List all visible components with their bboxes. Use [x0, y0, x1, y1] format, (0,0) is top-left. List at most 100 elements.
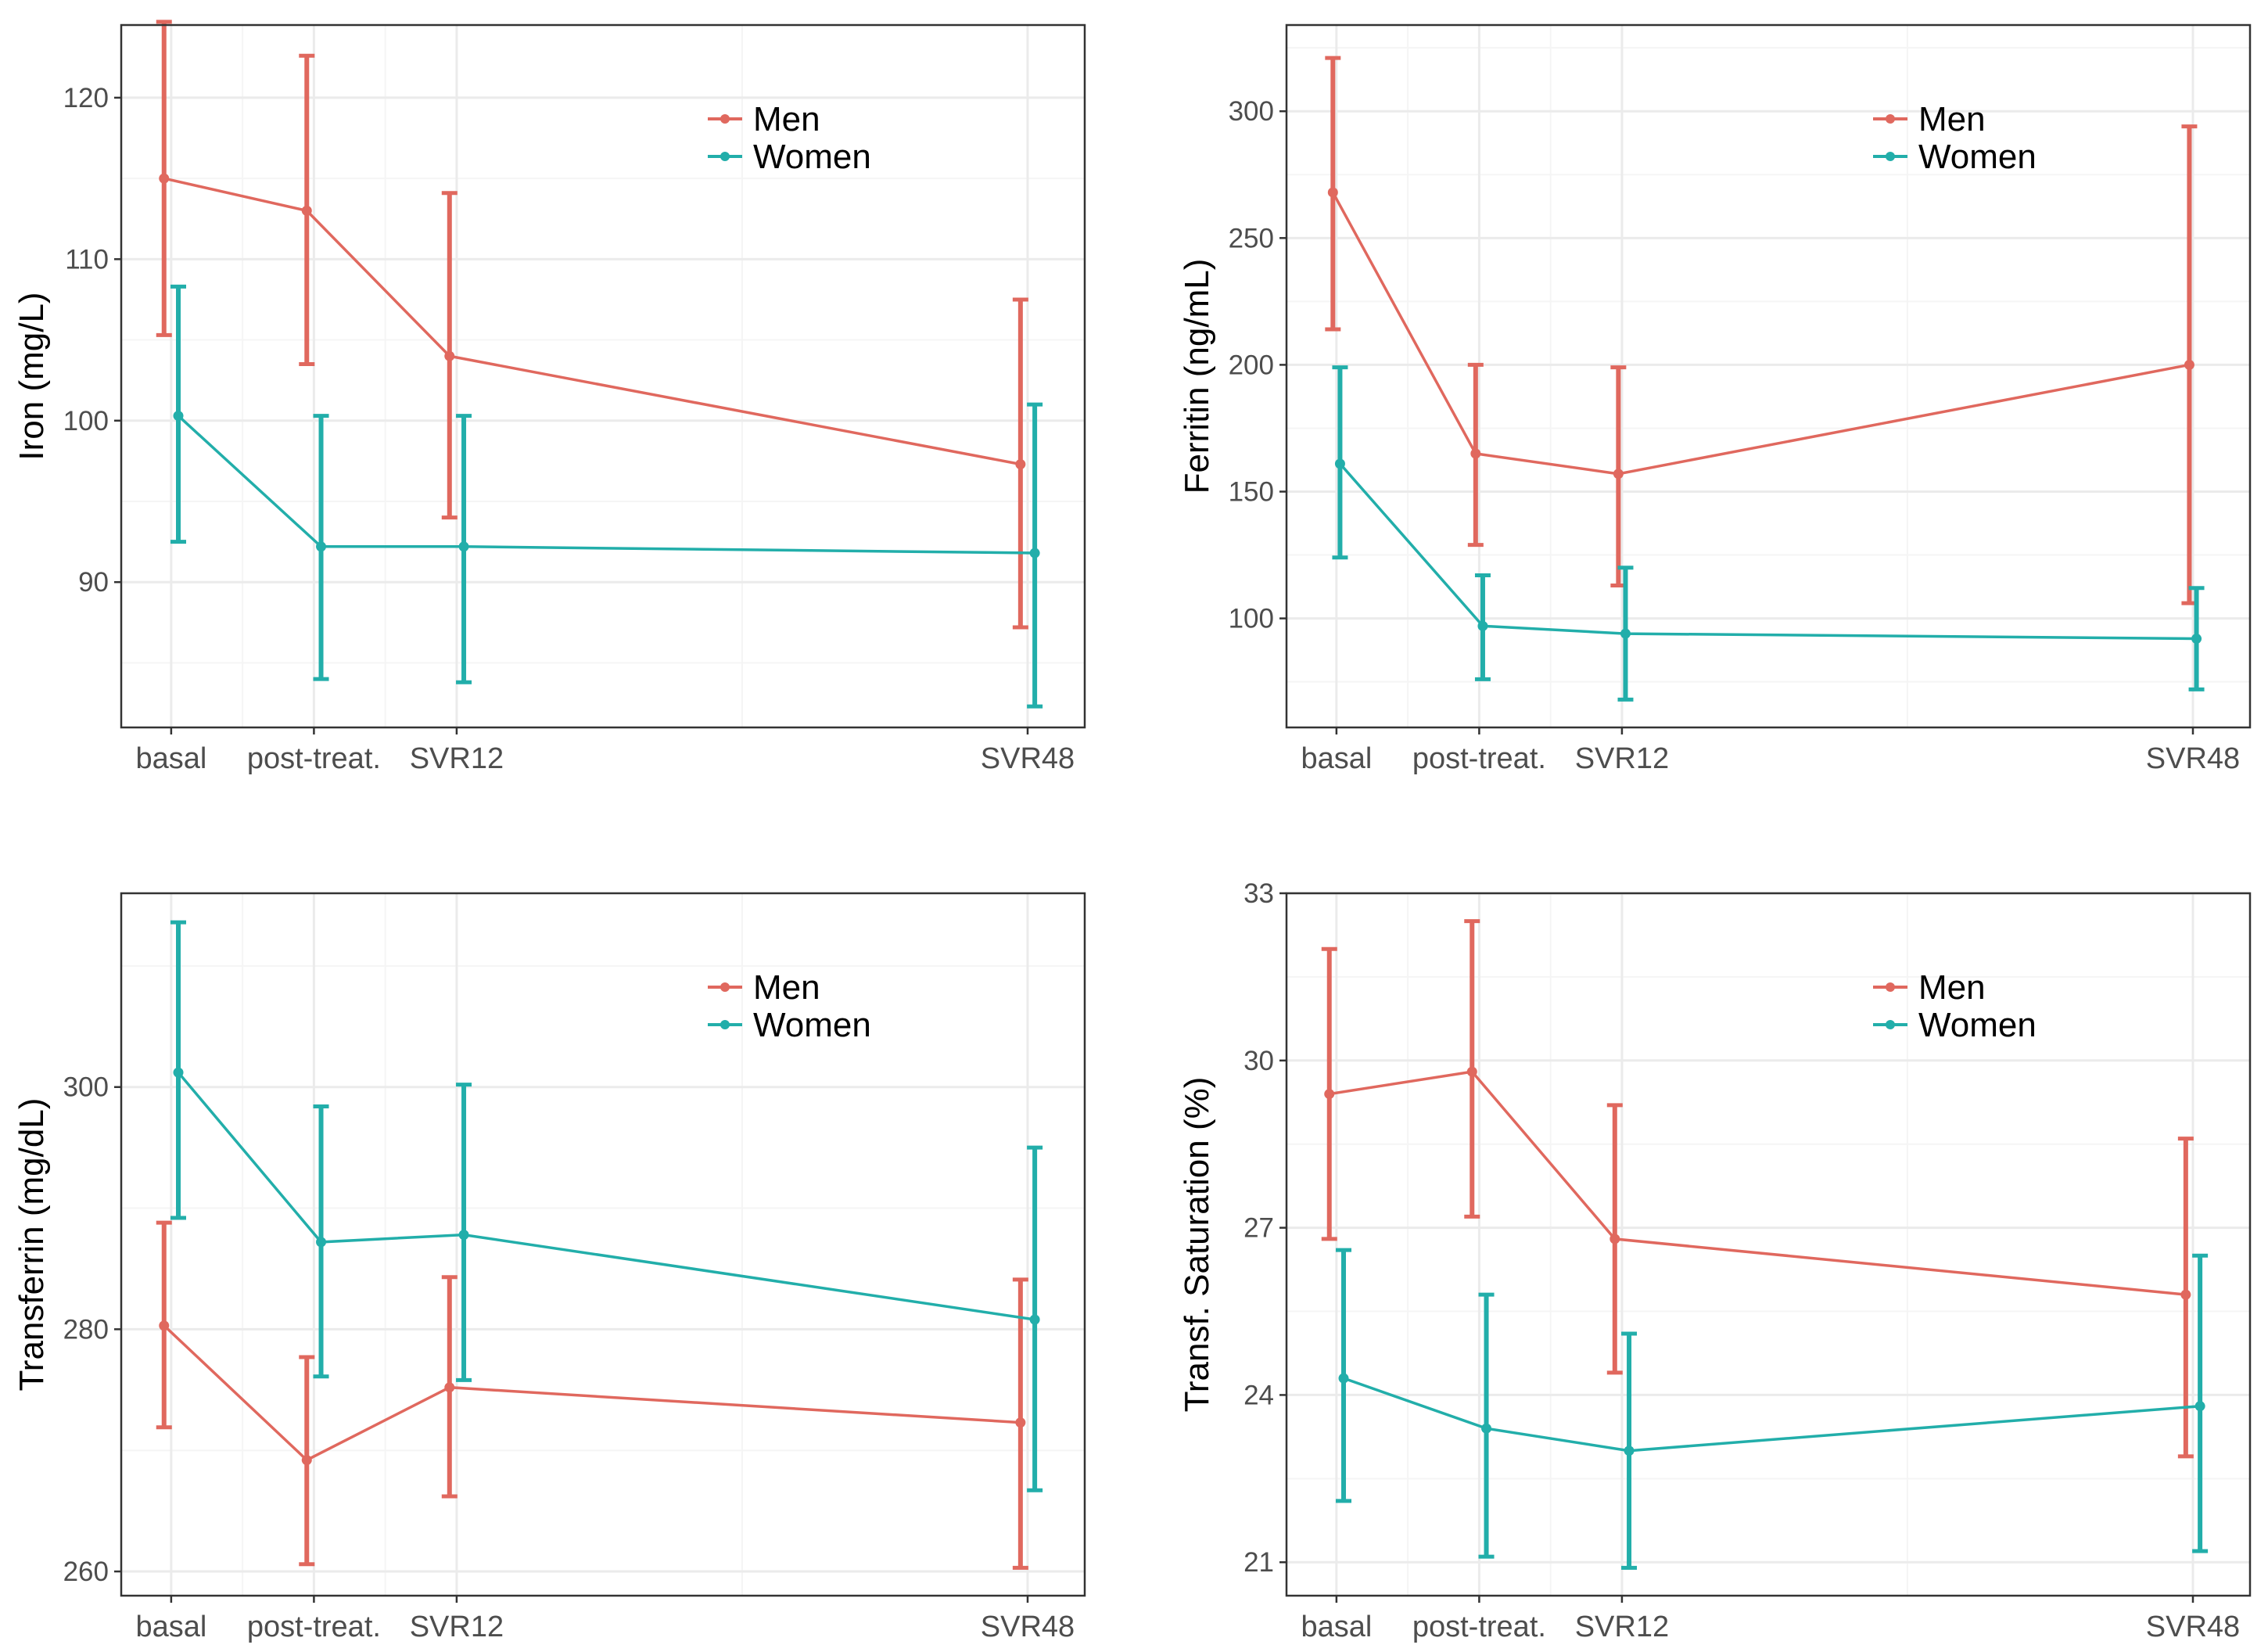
panel-background: [1287, 893, 2250, 1596]
y-tick-label: 100: [1229, 604, 1274, 634]
series-line-women: [1339, 462, 2197, 641]
data-point-men: [301, 1455, 312, 1466]
x-tick-label: post-treat.: [1412, 742, 1546, 775]
x-tick-label: basal: [135, 1611, 206, 1643]
y-tick-label: 280: [63, 1314, 109, 1345]
panel-background: [121, 25, 1085, 727]
x-tick-label: basal: [1301, 742, 1372, 775]
data-point-men: [444, 1382, 455, 1393]
legend-key-point: [720, 152, 730, 161]
series-line-women: [1343, 1377, 2201, 1453]
legend-key-point: [720, 982, 730, 992]
legend-label: Women: [753, 1006, 871, 1044]
y-tick-label: 24: [1243, 1380, 1274, 1410]
y-axis-title: Transf. Saturation (%): [1178, 1077, 1216, 1413]
series-line-women: [177, 1071, 1035, 1321]
data-point-men: [1609, 1234, 1620, 1244]
data-point-men: [1327, 187, 1338, 198]
y-axis-title: Transferrin (mg/dL): [13, 1098, 51, 1392]
x-tick-label: SVR48: [981, 1611, 1075, 1643]
y-tick-label: 150: [1229, 477, 1274, 508]
y-tick-label: 250: [1229, 223, 1274, 253]
data-point-women: [1029, 1314, 1040, 1325]
data-point-women: [2191, 634, 2202, 645]
data-point-men: [301, 205, 312, 216]
y-tick-label: 260: [63, 1557, 109, 1587]
legend-key-point: [1886, 114, 1895, 124]
series-line-women: [177, 415, 1035, 555]
series-line-men: [1329, 1070, 2187, 1296]
y-axis-title: Ferritin (ng/mL): [1178, 259, 1216, 494]
data-point-women: [1620, 628, 1631, 639]
chart-panel-transferrin: 260 280 300 basal post-treat. SVR12 SVR48 Trans…: [13, 892, 1086, 1643]
y-tick-label: 90: [78, 567, 109, 598]
chart-panel-ferritin: 100 150 200 250 300 basal post-treat. SVR12 SVR4…: [1178, 23, 2252, 775]
data-point-men: [1015, 459, 1026, 470]
legend-label: Men: [1918, 968, 1986, 1007]
data-point-women: [458, 541, 469, 552]
panel-border: [1285, 23, 2252, 729]
x-tick-label: SVR48: [2146, 742, 2240, 775]
series-line-men: [1331, 192, 2190, 476]
data-point-men: [2180, 1289, 2191, 1300]
y-tick-label: 100: [63, 406, 109, 436]
x-tick-label: SVR12: [1575, 1611, 1669, 1643]
panel-background: [1287, 25, 2250, 727]
legend-label: Men: [753, 968, 820, 1007]
data-point-men: [1324, 1089, 1335, 1100]
legend-label: Women: [753, 138, 871, 176]
x-tick-label: post-treat.: [247, 742, 381, 775]
panel-border: [120, 892, 1086, 1597]
panel-border: [120, 23, 1086, 729]
data-point-women: [173, 1067, 184, 1078]
data-point-women: [1338, 1373, 1349, 1384]
legend-label: Women: [1918, 1006, 2037, 1044]
y-tick-label: 30: [1243, 1046, 1274, 1076]
x-tick-label: SVR12: [410, 742, 504, 775]
legend-key-point: [1886, 982, 1895, 992]
data-point-men: [444, 350, 455, 361]
data-point-women: [316, 1237, 327, 1248]
data-point-men: [1015, 1417, 1026, 1428]
data-point-men: [1466, 1066, 1477, 1077]
data-point-men: [2184, 359, 2194, 370]
data-point-women: [1481, 1423, 1492, 1434]
data-point-men: [1613, 469, 1624, 479]
legend-label: Women: [1918, 138, 2037, 176]
legend-key-point: [1886, 1020, 1895, 1029]
data-point-men: [159, 173, 170, 184]
data-point-women: [316, 541, 327, 552]
legend-label: Men: [753, 100, 820, 138]
panel-background: [121, 893, 1085, 1596]
data-point-women: [1624, 1446, 1635, 1456]
data-point-men: [159, 1320, 170, 1331]
y-tick-label: 300: [63, 1072, 109, 1103]
x-tick-label: post-treat.: [247, 1611, 381, 1643]
chart-panel-iron: 90 100 110 120 basal post-treat. SVR12 SVR48 Iro…: [13, 20, 1086, 775]
legend-key-point: [720, 114, 730, 124]
y-tick-label: 300: [1229, 96, 1274, 127]
x-tick-label: SVR48: [2146, 1611, 2240, 1643]
data-point-women: [1477, 620, 1488, 631]
legend-key-point: [1886, 152, 1895, 161]
y-tick-label: 110: [65, 244, 109, 275]
legend-key-point: [720, 1020, 730, 1029]
data-point-women: [458, 1230, 469, 1241]
x-tick-label: basal: [1301, 1611, 1372, 1643]
data-point-women: [1029, 548, 1040, 558]
chart-panel-saturation: 21 24 27 30 33 basal post-treat. SVR12 SVR48 Tran…: [1178, 878, 2252, 1643]
x-tick-label: post-treat.: [1412, 1611, 1546, 1643]
x-tick-label: basal: [135, 742, 206, 775]
legend-label: Men: [1918, 100, 1986, 138]
y-tick-label: 33: [1243, 878, 1274, 909]
series-line-men: [163, 1324, 1021, 1462]
x-tick-label: SVR12: [1575, 742, 1669, 775]
data-point-women: [2194, 1401, 2205, 1412]
x-tick-label: SVR12: [410, 1611, 504, 1643]
data-point-women: [1334, 458, 1345, 469]
y-axis-title: Iron (mg/L): [13, 292, 51, 460]
y-tick-label: 200: [1229, 350, 1274, 380]
data-point-women: [173, 411, 184, 422]
y-tick-label: 27: [1243, 1213, 1274, 1244]
